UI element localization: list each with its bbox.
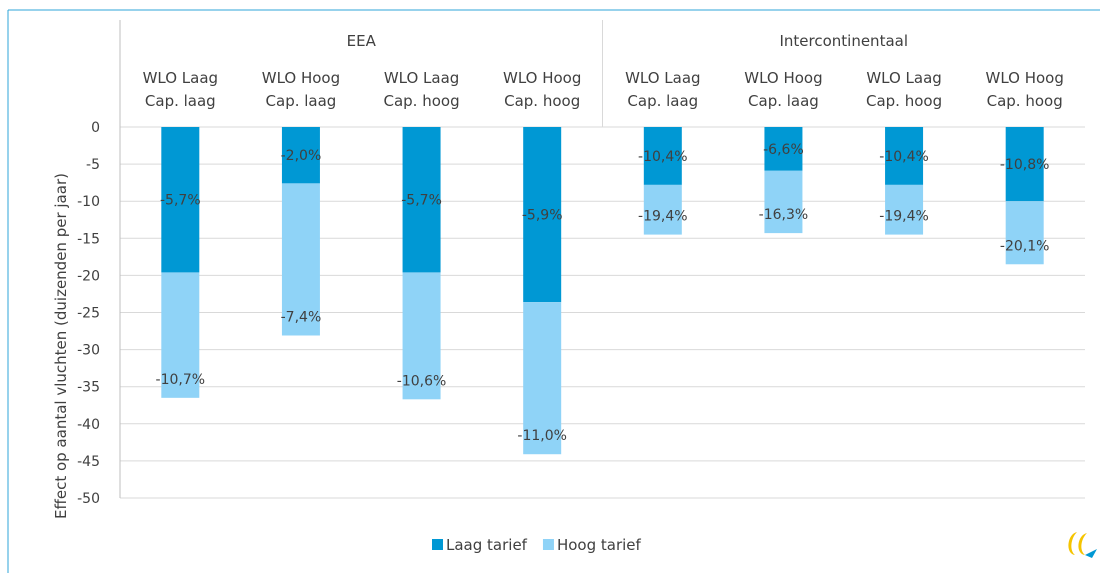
- y-tick-label: -20: [77, 268, 100, 284]
- category-label-line2: Cap. laag: [266, 92, 337, 110]
- y-tick-label: -15: [77, 231, 100, 247]
- bar-hoog-tarief: [281, 183, 320, 336]
- bar-laag-tarief: [402, 127, 441, 273]
- category-label-line2: Cap. laag: [145, 92, 216, 110]
- bar-hoog-tarief: [643, 184, 682, 235]
- data-label: -11,0%: [517, 428, 567, 444]
- data-label: -6,6%: [763, 142, 804, 158]
- data-label: -5,9%: [522, 208, 563, 224]
- data-label: -10,7%: [156, 372, 206, 388]
- group-label: Intercontinentaal: [779, 32, 908, 50]
- legend-label: Hoog tarief: [557, 536, 642, 554]
- legend: Laag tarief Hoog tarief: [432, 536, 642, 554]
- category-label-line1: WLO Laag: [866, 69, 942, 87]
- bar-laag-tarief: [281, 127, 320, 184]
- y-tick-label: -10: [77, 194, 100, 210]
- data-label: -5,7%: [401, 193, 442, 209]
- legend-swatch: [542, 539, 554, 550]
- bar-laag-tarief: [643, 127, 682, 185]
- category-label-line2: Cap. hoog: [384, 92, 460, 110]
- y-tick-label: -45: [77, 454, 100, 470]
- data-label: -7,4%: [281, 310, 322, 326]
- bar-hoog-tarief: [1005, 201, 1044, 265]
- bar-laag-tarief: [523, 127, 562, 303]
- data-label: -10,4%: [638, 149, 688, 165]
- bar-hoog-tarief: [885, 184, 924, 235]
- data-label: -10,4%: [879, 149, 929, 165]
- category-label-line1: WLO Laag: [143, 69, 219, 87]
- y-axis-title: Effect op aantal vluchten (duizenden per…: [52, 173, 70, 519]
- category-label-line1: WLO Laag: [384, 69, 460, 87]
- logo-icon: [1068, 532, 1097, 558]
- legend-swatch: [432, 539, 443, 550]
- bar-laag-tarief: [1005, 127, 1044, 202]
- bar-laag-tarief: [885, 127, 924, 185]
- category-label-line2: Cap. laag: [627, 92, 698, 110]
- bar-hoog-tarief: [523, 302, 562, 455]
- data-label: -2,0%: [281, 148, 322, 164]
- category-label-line1: WLO Hoog: [744, 69, 822, 87]
- group-label: EEA: [347, 32, 377, 50]
- category-label-line2: Cap. hoog: [987, 92, 1063, 110]
- data-label: -19,4%: [638, 209, 688, 225]
- data-label: -10,6%: [397, 373, 447, 389]
- legend-label: Laag tarief: [446, 536, 528, 554]
- data-label: -16,3%: [759, 207, 809, 223]
- category-label-line2: Cap. hoog: [504, 92, 580, 110]
- bar-laag-tarief: [764, 127, 803, 171]
- bar-hoog-tarief: [764, 170, 803, 234]
- y-axis: 0 -5 -10 -15 -20 -25 -30 -35 -40 -45 -50: [77, 20, 121, 507]
- category-headers: EEA Intercontinentaal WLO Laag Cap. laag WLO…: [143, 20, 1064, 127]
- bar-laag-tarief: [161, 127, 200, 273]
- category-label-line1: WLO Hoog: [262, 69, 340, 87]
- data-label: -20,1%: [1000, 238, 1050, 254]
- bars: [161, 127, 1044, 455]
- data-label: -5,7%: [160, 193, 201, 209]
- y-tick-label: 0: [91, 120, 100, 136]
- bar-hoog-tarief: [402, 272, 441, 400]
- gridlines: [120, 126, 1085, 499]
- y-tick-label: -50: [77, 491, 100, 507]
- bar-hoog-tarief: [161, 272, 200, 398]
- data-label: -10,8%: [1000, 157, 1050, 173]
- category-label-line2: Cap. laag: [748, 92, 819, 110]
- y-tick-label: -25: [77, 306, 100, 322]
- data-labels: -5,7% -10,7% -2,0% -7,4% -5,7% -10,6% -5,9% -11…: [156, 142, 1050, 444]
- category-label-line1: WLO Hoog: [503, 69, 581, 87]
- y-tick-label: -35: [77, 380, 100, 396]
- y-tick-label: -40: [77, 417, 100, 433]
- category-label-line2: Cap. hoog: [866, 92, 942, 110]
- data-label: -19,4%: [879, 209, 929, 225]
- y-tick-label: -5: [86, 157, 100, 173]
- y-tick-label: -30: [77, 343, 100, 359]
- category-label-line1: WLO Laag: [625, 69, 701, 87]
- category-label-line1: WLO Hoog: [985, 69, 1063, 87]
